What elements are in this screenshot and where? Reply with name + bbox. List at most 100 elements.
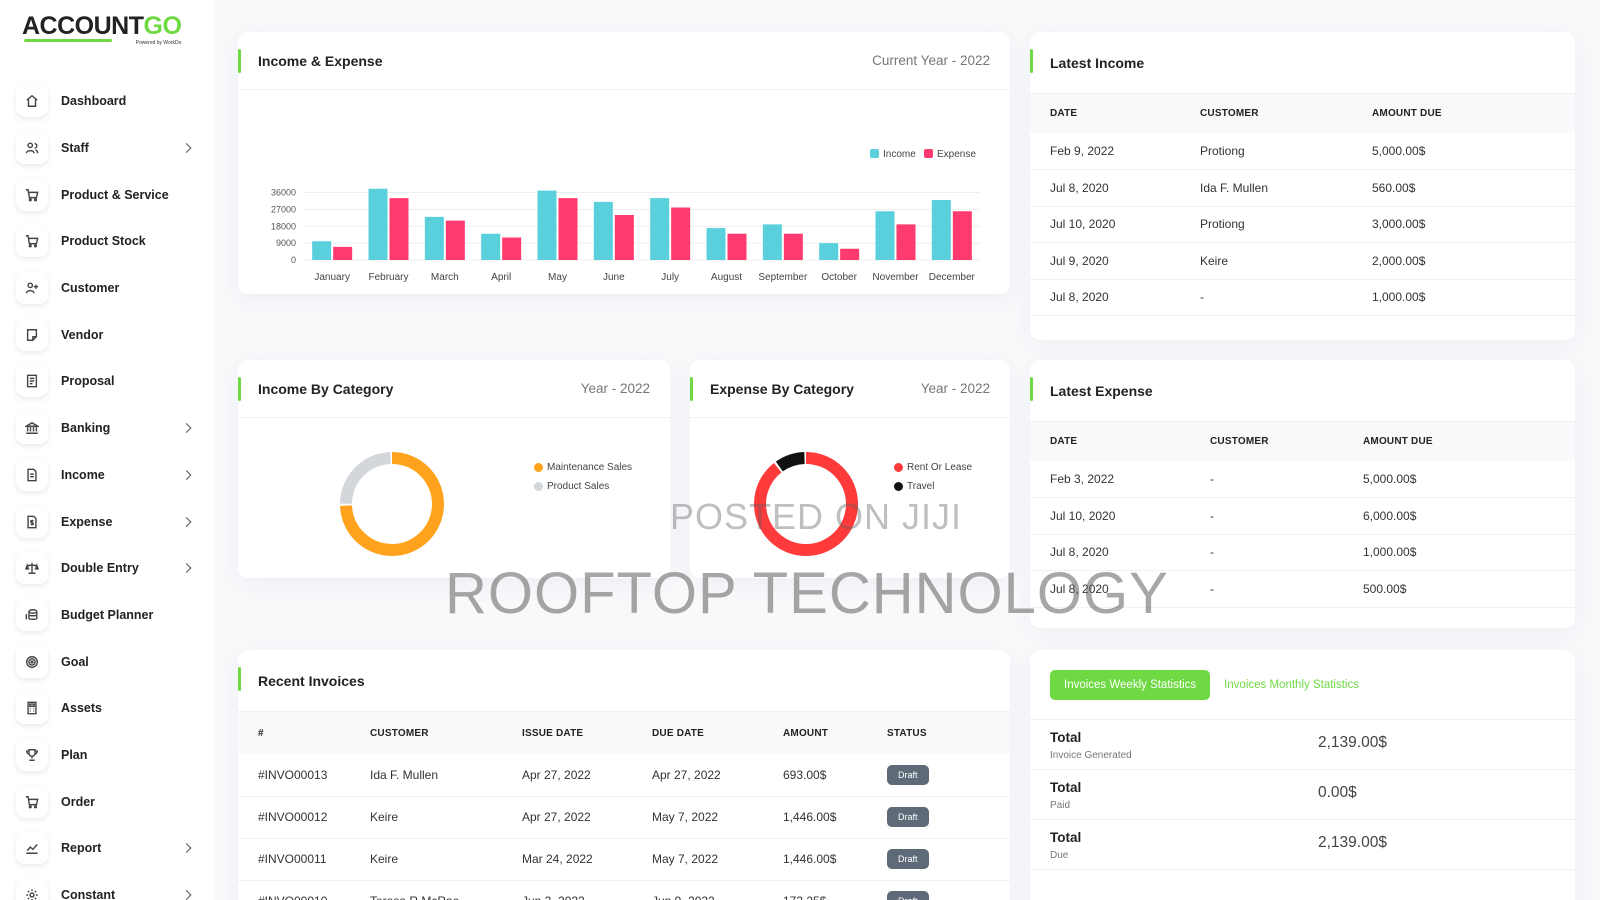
sidebar-item-label: Assets bbox=[61, 701, 102, 716]
sidebar-item-plan[interactable]: Plan bbox=[16, 732, 196, 779]
period-label: Year - 2022 bbox=[580, 381, 650, 396]
legend-dot bbox=[534, 482, 543, 491]
sidebar-item-goal[interactable]: Goal bbox=[16, 638, 196, 685]
bar-expense bbox=[783, 233, 803, 260]
table-cell: Protiong bbox=[1200, 133, 1372, 170]
bar-income bbox=[537, 190, 557, 260]
table-row[interactable]: Jul 9, 2020 Keire 2,000.00$ bbox=[1030, 242, 1575, 280]
table-row[interactable]: #INVO00011 Keire Mar 24, 2022 May 7, 2022 1,… bbox=[238, 838, 1010, 881]
sidebar-item-label: Dashboard bbox=[61, 94, 127, 109]
table-row[interactable]: #INVO00013 Ida F. Mullen Apr 27, 2022 Apr 2… bbox=[238, 754, 1010, 797]
table-row[interactable]: #INVO00012 Keire Apr 27, 2022 May 7, 2022 1,… bbox=[238, 796, 1010, 839]
sidebar-item-order[interactable]: Order bbox=[16, 778, 196, 825]
sidebar-item-product-service[interactable]: Product & Service bbox=[16, 171, 196, 218]
sidebar-item-dashboard[interactable]: Dashboard bbox=[16, 78, 196, 125]
latest-income-table: DATE CUSTOMER AMOUNT DUE Feb 9, 2022 Protion… bbox=[1030, 94, 1575, 316]
table-row[interactable]: Jul 10, 2020-6,000.00$ bbox=[1030, 497, 1575, 535]
column-header: CUSTOMER bbox=[370, 712, 522, 754]
sidebar-item-customer[interactable]: Customer bbox=[16, 265, 196, 312]
x-tick-label: April bbox=[491, 272, 511, 283]
expense-category-card: Expense By Category Year - 2022 Rent Or … bbox=[690, 360, 1010, 578]
sidebar-item-label: Report bbox=[61, 841, 102, 856]
column-header: AMOUNT bbox=[783, 712, 887, 754]
sidebar-item-banking[interactable]: Banking bbox=[16, 405, 196, 452]
table-row[interactable]: Jul 8, 2020-500.00$ bbox=[1030, 570, 1575, 608]
chevron-right-icon bbox=[181, 843, 192, 854]
coins-icon bbox=[16, 598, 48, 631]
legend-item: Rent Or Lease bbox=[894, 462, 972, 473]
sidebar-item-staff[interactable]: Staff bbox=[16, 125, 196, 172]
status-badge: Draft bbox=[887, 891, 929, 900]
status-cell: Draft bbox=[887, 880, 1010, 900]
sidebar-item-double-entry[interactable]: Double Entry bbox=[16, 545, 196, 592]
legend-label: Rent Or Lease bbox=[907, 462, 973, 473]
status-badge: Draft bbox=[887, 807, 929, 827]
sidebar-item-expense[interactable]: Expense bbox=[16, 498, 196, 545]
card-title: Income & Expense bbox=[258, 52, 383, 69]
brand-logo[interactable]: ACCOUNTGO Powered by WorkDo bbox=[22, 12, 182, 48]
column-header: AMOUNT DUE bbox=[1372, 94, 1575, 133]
table-row[interactable]: Feb 9, 2022 Protiong 5,000.00$ bbox=[1030, 133, 1575, 170]
receipt-icon bbox=[16, 365, 48, 398]
table-header-row: DATE CUSTOMER AMOUNT DUE bbox=[1030, 94, 1575, 133]
chevron-right-icon bbox=[181, 423, 192, 434]
sidebar-item-label: Constant bbox=[61, 888, 116, 900]
table-row[interactable]: Jul 8, 2020 Ida F. Mullen 560.00$ bbox=[1030, 169, 1575, 207]
bar-income bbox=[650, 198, 670, 260]
income-category-card: Income By Category Year - 2022 Maintenan… bbox=[238, 360, 670, 578]
sidebar-item-product-stock[interactable]: Product Stock bbox=[16, 218, 196, 265]
table-cell: Ida F. Mullen bbox=[1200, 169, 1372, 207]
sidebar-item-assets[interactable]: Assets bbox=[16, 685, 196, 732]
status-badge: Draft bbox=[887, 849, 929, 869]
sidebar-item-income[interactable]: Income bbox=[16, 452, 196, 499]
table-row[interactable]: #INVO00010Teresa R McRaeJun 3, 2022Jun 9… bbox=[238, 880, 1010, 900]
note-icon bbox=[16, 318, 48, 351]
table-row[interactable]: Jul 8, 2020-1,000.00$ bbox=[1030, 279, 1575, 316]
table-cell: Mar 24, 2022 bbox=[522, 838, 652, 881]
chart-line-icon bbox=[16, 832, 48, 865]
sidebar-item-constant[interactable]: Constant bbox=[16, 872, 196, 900]
latest-expense-card: Latest Expense DATE CUSTOMER AMOUNT DUE Feb… bbox=[1030, 360, 1575, 628]
income-expense-chart: 0 9000 18000 27000 36000 January February March… bbox=[271, 149, 980, 283]
sidebar-item-proposal[interactable]: Proposal bbox=[16, 358, 196, 405]
bar-expense bbox=[896, 224, 916, 260]
legend-swatch bbox=[924, 149, 933, 158]
column-header: # bbox=[238, 712, 370, 754]
sidebar-item-report[interactable]: Report bbox=[16, 825, 196, 872]
x-tick-label: September bbox=[758, 272, 808, 283]
table-cell: - bbox=[1210, 570, 1363, 608]
y-tick-label: 0 bbox=[291, 255, 296, 265]
bank-icon bbox=[16, 412, 48, 445]
cart-icon bbox=[16, 178, 48, 211]
x-tick-label: May bbox=[548, 272, 567, 283]
sidebar-item-label: Plan bbox=[61, 747, 88, 762]
sidebar-item-budget-planner[interactable]: Budget Planner bbox=[16, 592, 196, 639]
bar-expense bbox=[840, 248, 860, 260]
table-row[interactable]: Feb 3, 2022-5,000.00$ bbox=[1030, 461, 1575, 498]
table-row[interactable]: Jul 10, 2020 Protiong 3,000.00$ bbox=[1030, 206, 1575, 243]
bar-income bbox=[819, 243, 839, 260]
stat-row: Total Paid 0.00$ bbox=[1030, 770, 1575, 820]
tab-weekly-statistics[interactable]: Invoices Weekly Statistics bbox=[1050, 669, 1211, 700]
table-cell: Jul 8, 2020 bbox=[1030, 570, 1210, 608]
table-cell: - bbox=[1210, 534, 1363, 571]
tab-monthly-statistics[interactable]: Invoices Monthly Statistics bbox=[1224, 678, 1359, 691]
x-tick-label: January bbox=[314, 272, 350, 283]
sidebar-item-label: Budget Planner bbox=[61, 607, 154, 622]
legend-label: Travel bbox=[907, 481, 935, 492]
table-row[interactable]: Jul 8, 2020-1,000.00$ bbox=[1030, 534, 1575, 571]
column-header: DUE DATE bbox=[652, 712, 783, 754]
period-label: Current Year - 2022 bbox=[872, 53, 990, 68]
sidebar: ACCOUNTGO Powered by WorkDo Dashboard Sta… bbox=[0, 0, 215, 900]
x-tick-label: November bbox=[872, 272, 919, 283]
card-title: Income By Category bbox=[258, 380, 394, 397]
user-plus-icon bbox=[16, 272, 48, 305]
table-cell: 560.00$ bbox=[1372, 169, 1575, 207]
legend-label: Product Sales bbox=[547, 481, 610, 492]
table-cell: May 7, 2022 bbox=[652, 796, 783, 839]
status-badge: Draft bbox=[887, 764, 929, 785]
sidebar-item-vendor[interactable]: Vendor bbox=[16, 311, 196, 358]
bar-expense bbox=[952, 211, 972, 260]
bar-income bbox=[931, 200, 951, 260]
invoice-stats-card: Invoices Weekly Statistics Invoices Mont… bbox=[1030, 650, 1575, 900]
